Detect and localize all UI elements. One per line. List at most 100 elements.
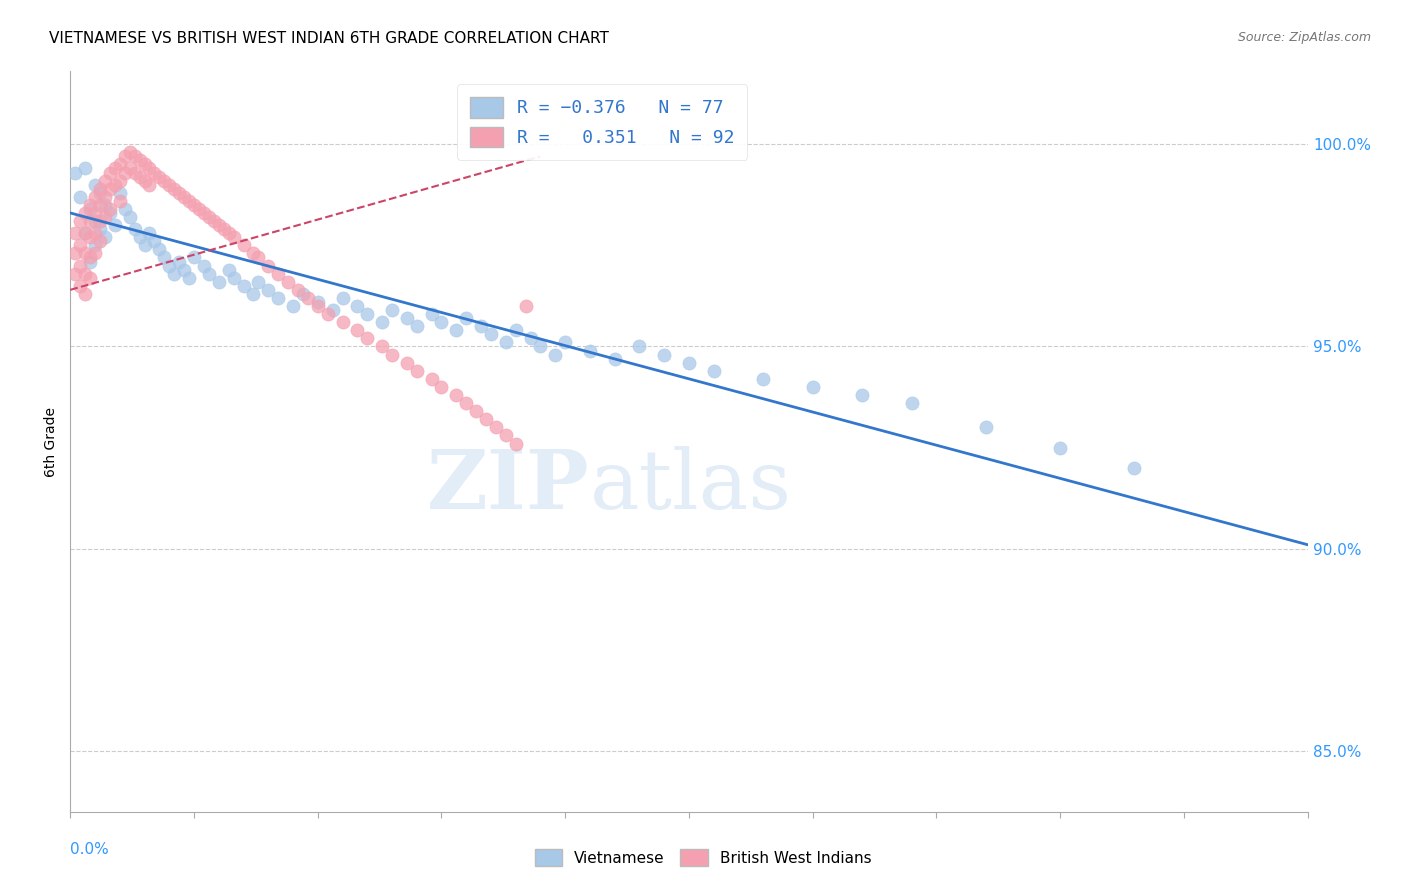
Point [529, 339, 551, 353]
Point [232, 238, 254, 252]
Point [75, 246, 97, 260]
Point [371, 339, 394, 353]
Point [465, 404, 488, 418]
Point [395, 311, 418, 326]
Point [257, 283, 280, 297]
Point [177, 194, 200, 208]
Point [183, 251, 205, 265]
Point [267, 291, 290, 305]
Point [69, 259, 91, 273]
Point [307, 295, 329, 310]
Point [69, 190, 91, 204]
Point [678, 356, 700, 370]
Point [193, 206, 215, 220]
Point [163, 267, 186, 281]
Point [332, 291, 354, 305]
Point [134, 238, 156, 252]
Text: atlas: atlas [591, 446, 792, 526]
Point [79, 251, 101, 265]
Point [94, 198, 117, 212]
Point [75, 286, 97, 301]
Point [124, 149, 146, 163]
Point [242, 246, 264, 260]
Point [603, 351, 626, 366]
Y-axis label: 6th Grade: 6th Grade [45, 407, 59, 476]
Point [752, 372, 775, 386]
Point [98, 206, 121, 220]
Point [381, 347, 404, 361]
Point [198, 210, 221, 224]
Point [218, 262, 240, 277]
Point [143, 165, 166, 179]
Point [167, 254, 190, 268]
Point [405, 364, 427, 378]
Point [267, 267, 290, 281]
Point [65, 226, 87, 240]
Point [75, 206, 97, 220]
Point [134, 173, 156, 187]
Point [395, 356, 418, 370]
Point [801, 380, 824, 394]
Point [381, 303, 404, 318]
Point [98, 202, 121, 216]
Point [79, 214, 101, 228]
Point [1049, 441, 1071, 455]
Point [89, 234, 111, 248]
Point [430, 315, 453, 329]
Point [208, 275, 231, 289]
Point [148, 243, 170, 257]
Text: 0.0%: 0.0% [70, 842, 110, 857]
Point [247, 251, 270, 265]
Point [281, 299, 304, 313]
Point [188, 202, 211, 216]
Point [69, 214, 91, 228]
Point [65, 267, 87, 281]
Point [307, 299, 329, 313]
Point [371, 315, 394, 329]
Point [519, 331, 541, 345]
Point [114, 165, 136, 179]
Point [108, 173, 131, 187]
Point [157, 259, 180, 273]
Point [900, 396, 922, 410]
Point [128, 169, 150, 184]
Point [104, 178, 127, 192]
Point [430, 380, 453, 394]
Point [75, 267, 97, 281]
Point [75, 226, 97, 240]
Point [297, 291, 319, 305]
Point [104, 161, 127, 176]
Point [316, 307, 339, 321]
Point [1123, 460, 1146, 475]
Point [198, 267, 221, 281]
Point [257, 259, 280, 273]
Point [456, 311, 478, 326]
Point [84, 226, 107, 240]
Point [89, 214, 111, 228]
Point [124, 222, 146, 236]
Point [247, 275, 270, 289]
Text: VIETNAMESE VS BRITISH WEST INDIAN 6TH GRADE CORRELATION CHART: VIETNAMESE VS BRITISH WEST INDIAN 6TH GR… [49, 31, 609, 46]
Point [84, 238, 107, 252]
Point [183, 198, 205, 212]
Point [974, 420, 997, 434]
Point [128, 230, 150, 244]
Point [208, 218, 231, 232]
Point [94, 210, 117, 224]
Point [446, 323, 468, 337]
Point [470, 319, 492, 334]
Point [475, 412, 498, 426]
Point [138, 226, 160, 240]
Point [84, 206, 107, 220]
Point [65, 165, 87, 179]
Point [277, 275, 299, 289]
Point [212, 222, 235, 236]
Point [346, 299, 368, 313]
Point [322, 303, 344, 318]
Point [495, 428, 517, 442]
Point [479, 327, 502, 342]
Point [108, 194, 131, 208]
Point [515, 299, 537, 313]
Point [138, 178, 160, 192]
Point [89, 182, 111, 196]
